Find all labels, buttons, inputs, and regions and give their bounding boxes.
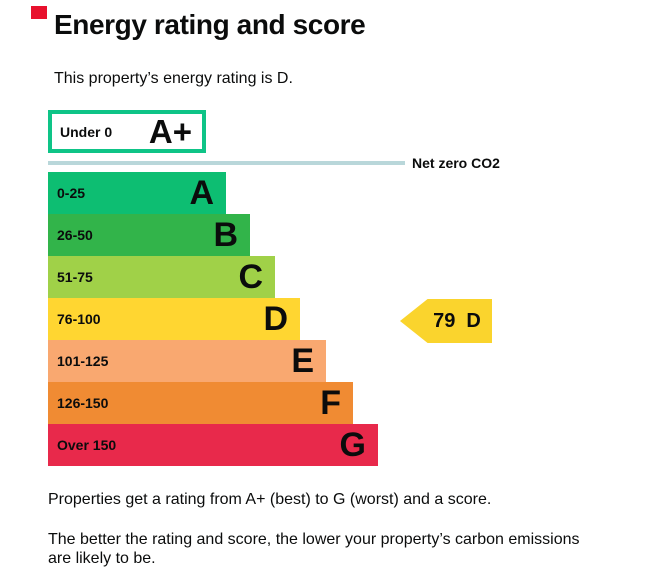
score-explanation-line1: The better the rating and score, the low…	[48, 531, 580, 548]
current-score-arrow-icon: 79 D	[400, 299, 492, 343]
band-letter: C	[238, 258, 263, 296]
band-g: Over 150 G	[48, 424, 378, 466]
rating-bands: 0-25 A 26-50 B 51-75 C 76-100 D 101-125 …	[48, 172, 378, 466]
band-d: 76-100 D	[48, 298, 300, 340]
band-range-label: Under 0	[60, 123, 113, 140]
band-letter: G	[339, 426, 366, 464]
band-range-label: Over 150	[57, 437, 117, 453]
score-explanation-line2: are likely to be.	[48, 550, 156, 567]
band-letter: A+	[148, 113, 192, 150]
rating-explanation-text: Properties get a rating from A+ (best) t…	[48, 491, 492, 508]
red-marker	[31, 6, 47, 19]
net-zero-label: Net zero CO2	[412, 155, 500, 171]
band-letter: E	[291, 342, 314, 380]
band-b: 26-50 B	[48, 214, 250, 256]
band-c: 51-75 C	[48, 256, 275, 298]
band-range-label: 26-50	[57, 227, 93, 243]
band-range-label: 126-150	[57, 395, 109, 411]
band-letter: A	[189, 174, 214, 212]
band-range-label: 51-75	[57, 269, 93, 285]
band-letter: D	[263, 300, 288, 338]
net-zero-line	[48, 161, 405, 165]
band-letter: B	[213, 216, 238, 254]
band-a-plus: Under 0 A+	[48, 110, 206, 153]
current-score-band: D	[466, 309, 481, 332]
rating-summary-text: This property’s energy rating is D.	[54, 70, 293, 87]
page-title: Energy rating and score	[54, 9, 366, 40]
band-letter: F	[320, 384, 341, 422]
band-range-label: 101-125	[57, 353, 109, 369]
band-e: 101-125 E	[48, 340, 326, 382]
score-explanation-text: The better the rating and score, the low…	[48, 530, 580, 568]
band-f: 126-150 F	[48, 382, 353, 424]
band-a: 0-25 A	[48, 172, 226, 214]
current-score-value: 79	[433, 309, 456, 332]
band-range-label: 0-25	[57, 185, 86, 201]
band-range-label: 76-100	[57, 311, 101, 327]
